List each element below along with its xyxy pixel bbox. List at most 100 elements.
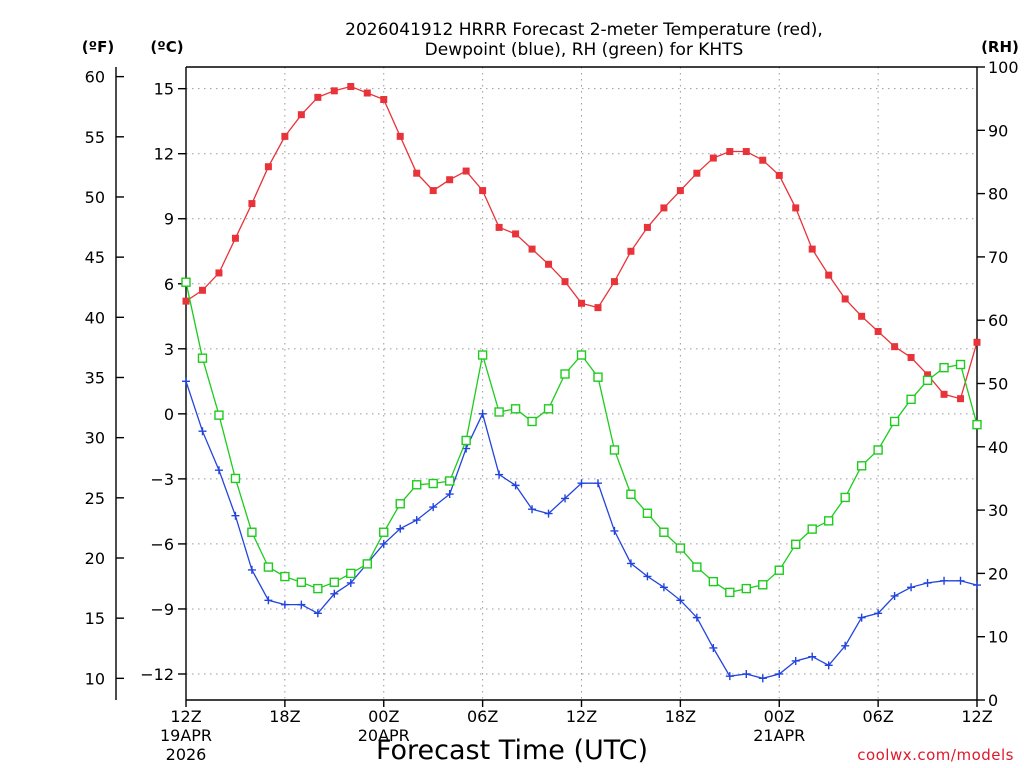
rh-data-point: [313, 583, 323, 594]
rh-data-point: [329, 577, 340, 587]
x-tick-label: 12Z: [170, 707, 201, 726]
rh-data-point: [230, 473, 241, 484]
rh-data-point: [346, 568, 356, 579]
temperature-data-point: [330, 87, 338, 95]
rh-data-point: [675, 543, 686, 553]
temperature-data-point: [347, 83, 355, 91]
series: [181, 83, 982, 683]
dewpoint-data-point: [907, 583, 916, 592]
temperature-data-point: [479, 187, 487, 195]
celsius-tick-label: −3: [150, 470, 174, 489]
temperature-data-point: [396, 132, 404, 140]
temperature-data-point: [182, 297, 190, 305]
x-tick-label: 18Z: [269, 707, 300, 726]
temperature-data-point: [891, 343, 899, 351]
fahrenheit-tick-label: 35: [85, 368, 105, 387]
dewpoint-series: [182, 377, 981, 683]
temperature-data-point: [198, 286, 206, 294]
dewpoint-data-point: [396, 524, 405, 533]
temperature-data-point: [957, 395, 965, 403]
x-tick-label: 06Z: [862, 707, 893, 726]
chart-title-line2: Dewpoint (blue), RH (green) for KHTS: [425, 40, 744, 60]
temperature-data-point: [314, 93, 322, 101]
dewpoint-data-point: [791, 656, 800, 665]
dewpoint-data-point: [725, 672, 734, 681]
temperature-data-point: [578, 299, 585, 307]
dewpoint-data-point: [626, 559, 635, 568]
temperature-data-point: [231, 234, 239, 242]
rh-data-point: [609, 445, 620, 455]
rh-data-point: [527, 416, 537, 427]
fahrenheit-tick-label: 20: [85, 549, 105, 568]
x-tick-label: 12Z: [961, 707, 992, 726]
rh-data-point: [758, 580, 768, 590]
temperature-data-point: [940, 390, 948, 398]
rh-data-point: [362, 559, 372, 569]
fahrenheit-tick-label: 45: [85, 248, 105, 267]
dewpoint-data-point: [940, 576, 949, 585]
temperature-data-point: [429, 187, 437, 195]
temperature-data-point: [973, 338, 981, 346]
dewpoint-data-point: [890, 591, 899, 600]
temperature-data-point: [825, 271, 833, 279]
rh-tick-label: 90: [988, 121, 1008, 140]
rh-data-point: [247, 527, 257, 537]
temperature-data-point: [281, 132, 289, 140]
temperature-data-point: [726, 148, 734, 156]
rh-tick-label: 80: [988, 185, 1008, 204]
temperature-data-point: [215, 269, 223, 277]
rh-tick-label: 70: [988, 248, 1008, 267]
rh-data-point: [543, 404, 554, 414]
rh-data-point: [214, 410, 224, 420]
dewpoint-data-point: [412, 516, 421, 525]
dewpoint-data-point: [692, 613, 701, 622]
rh-data-point: [906, 394, 916, 405]
temperature-data-point: [627, 247, 635, 255]
chart-title-line1: 2026041912 HRRR Forecast 2-meter Tempera…: [345, 20, 823, 40]
temperature-data-point: [363, 89, 371, 97]
rh-data-point: [560, 369, 570, 379]
rh-data-point: [181, 277, 191, 287]
dewpoint-data-point: [231, 511, 240, 520]
temperature-data-point: [643, 223, 651, 231]
temperature-data-point: [841, 295, 849, 303]
rh-data-point: [791, 539, 801, 549]
rh-data-point: [510, 404, 521, 414]
dewpoint-data-point: [593, 479, 602, 488]
rh-tick-label: 30: [988, 501, 1008, 520]
rh-tick-label: 100: [988, 58, 1019, 77]
rh-data-point: [856, 461, 867, 471]
rh-data-point: [807, 524, 817, 534]
temperature-data-point: [610, 278, 618, 286]
celsius-tick-label: 9: [164, 210, 174, 229]
dewpoint-data-point: [742, 669, 751, 678]
celsius-tick-label: 15: [154, 80, 174, 99]
rh-series: [181, 277, 982, 598]
temperature-data-point: [446, 176, 454, 184]
temperature-data-point: [495, 223, 503, 231]
rh-data-point: [659, 527, 669, 537]
rh-tick-label: 20: [988, 564, 1008, 583]
x-date-label: 20APR: [358, 726, 410, 745]
rh-data-point: [296, 577, 307, 587]
dewpoint-data-point: [857, 613, 866, 622]
dewpoint-data-point: [429, 503, 438, 512]
x-date-label: 21APR: [753, 726, 805, 745]
dewpoint-data-point: [280, 600, 289, 609]
temperature-data-point: [545, 260, 553, 268]
celsius-tick-label: 12: [154, 145, 174, 164]
temperature-data-point: [924, 371, 932, 379]
axes: 605550454035302520151015129630−3−6−9−121…: [85, 58, 1019, 764]
temperature-data-point: [512, 230, 520, 238]
celsius-tick-label: −12: [140, 665, 174, 684]
celsius-tick-label: 3: [164, 340, 174, 359]
fahrenheit-tick-label: 10: [85, 669, 105, 688]
rh-tick-label: 40: [988, 438, 1008, 457]
dewpoint-data-point: [445, 490, 454, 499]
rh-data-point: [955, 359, 966, 370]
dewpoint-data-point: [297, 600, 306, 609]
dewpoint-data-point: [824, 661, 833, 670]
temperature-data-point: [874, 327, 882, 335]
temperature-data-point: [413, 169, 421, 177]
x-date-label: 19APR: [160, 726, 212, 745]
